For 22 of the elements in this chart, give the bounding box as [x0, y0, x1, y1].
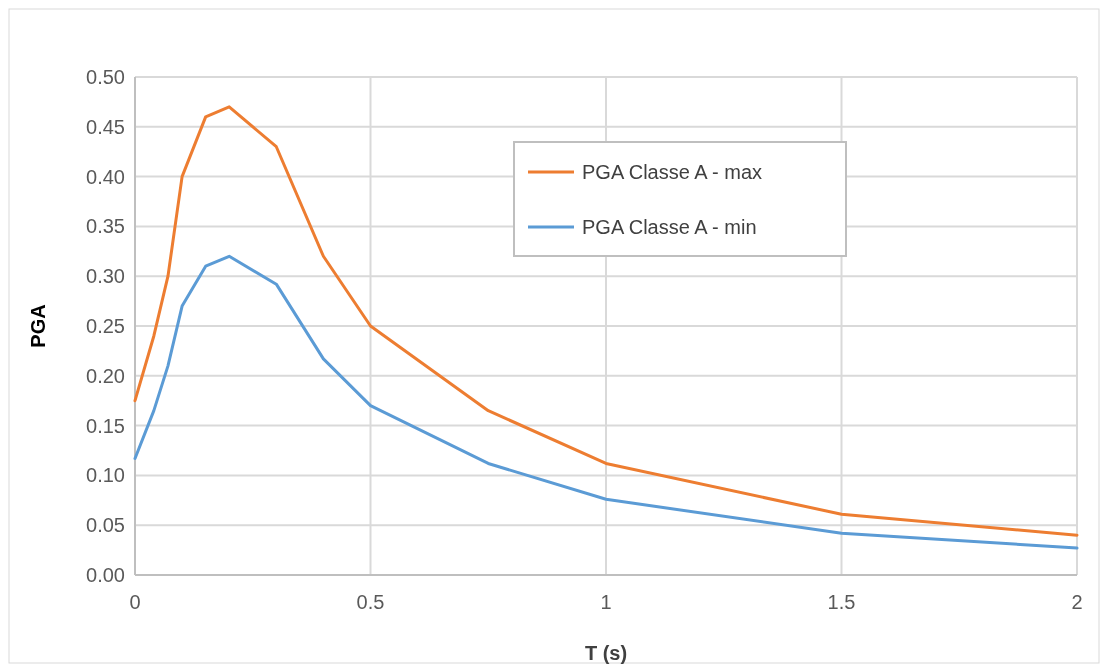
x-tick-label: 1	[600, 591, 612, 613]
x-tick-label: 0	[129, 591, 141, 613]
y-tick-label: 0.20	[86, 364, 125, 387]
y-tick-label: 0.45	[86, 115, 125, 138]
y-tick-label: 0.05	[86, 514, 125, 537]
line-series	[133, 254, 1079, 550]
y-tick-label: 0.35	[86, 215, 125, 238]
y-axis-title: PGA	[27, 304, 49, 348]
y-tick-label: 0.50	[86, 66, 125, 88]
x-tick-label: 0.5	[356, 591, 385, 613]
y-tick-label: 0.25	[86, 315, 125, 337]
legend-label: PGA Classe A - min	[582, 216, 757, 238]
line-series	[133, 105, 1079, 537]
y-tick-label: 0.15	[86, 414, 125, 437]
y-tick-label: 0.40	[86, 165, 125, 188]
y-tick-label: 0.00	[86, 564, 125, 586]
y-tick-label: 0.10	[86, 464, 125, 487]
x-axis-title: T (s)	[584, 642, 628, 664]
x-tick-label: 2	[1071, 591, 1083, 613]
y-tick-label: 0.30	[86, 265, 125, 288]
legend-label: PGA Classe A - max	[582, 161, 763, 183]
x-tick-label: 1.5	[827, 591, 856, 613]
